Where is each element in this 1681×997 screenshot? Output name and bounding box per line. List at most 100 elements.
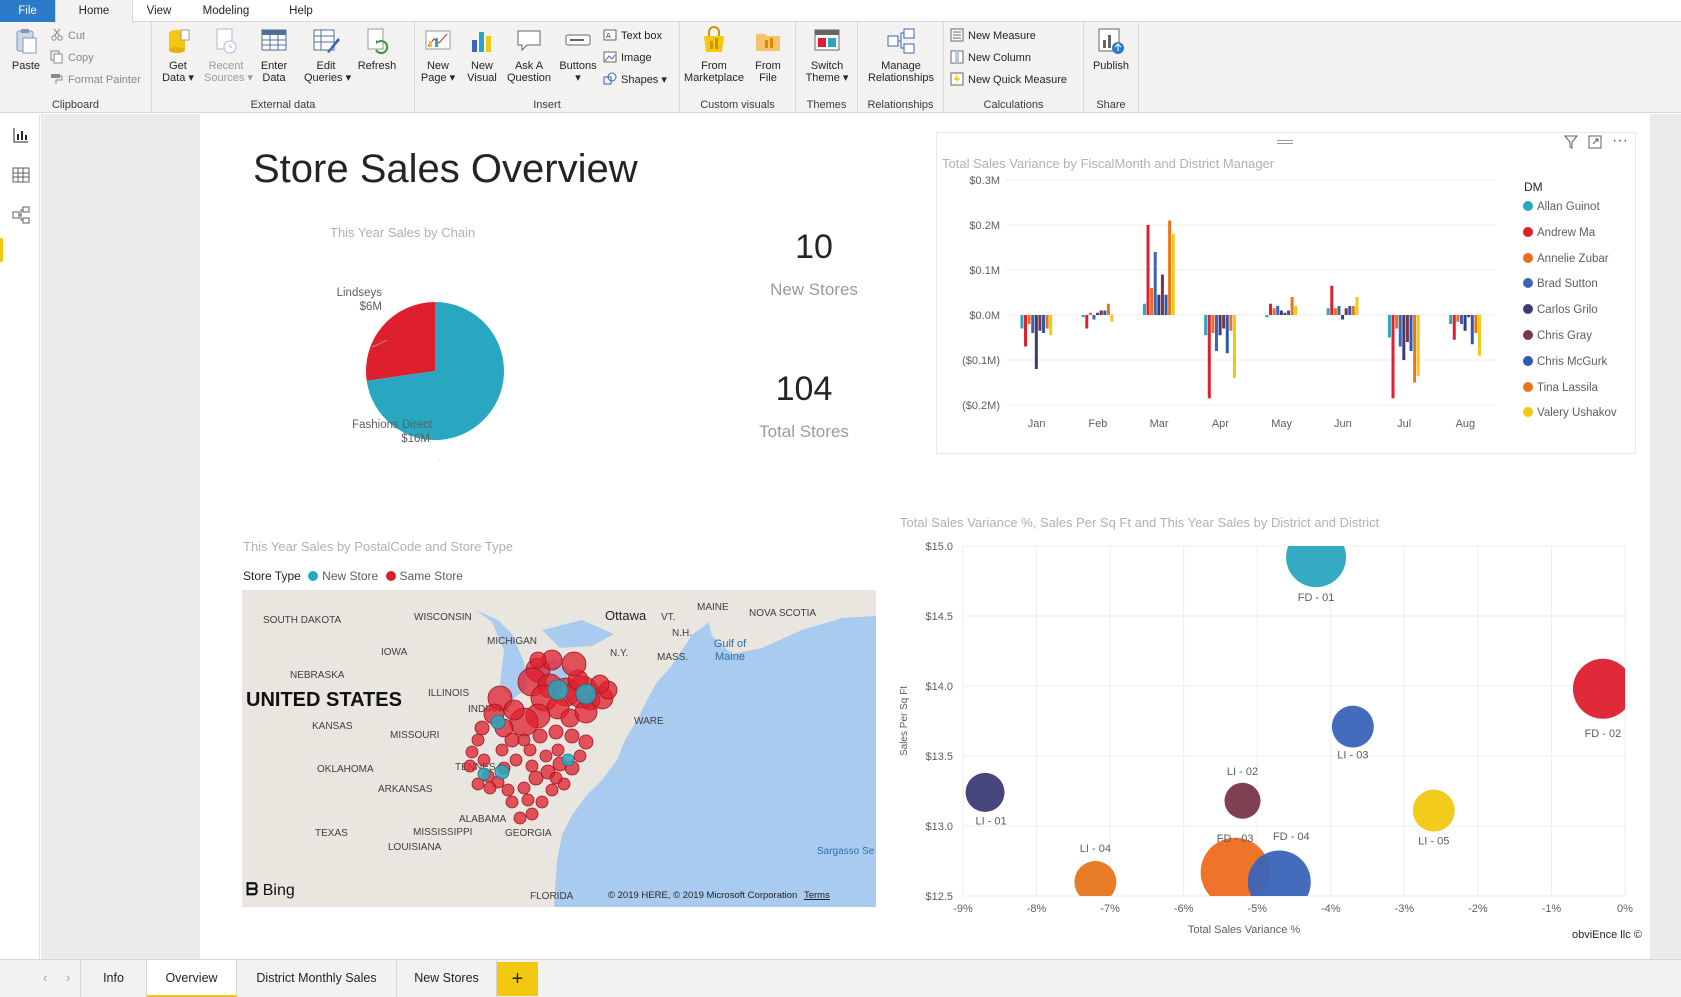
scatter-bubble-li-01[interactable] — [965, 772, 1005, 812]
bar-brad-sutton-feb[interactable] — [1092, 315, 1096, 320]
map-bubble-same-store[interactable] — [578, 734, 594, 750]
bar-brad-sutton-jun[interactable] — [1337, 306, 1341, 315]
switch-theme-button[interactable]: Switch Theme ▾ — [801, 26, 853, 84]
map-bubble-same-store[interactable] — [523, 743, 537, 757]
map-bubble-same-store[interactable] — [590, 674, 610, 694]
bar-allan-guinot-jan[interactable] — [1020, 315, 1024, 329]
bar-chris-mcgurk-aug[interactable] — [1470, 315, 1474, 345]
edit-queries-button[interactable]: Edit Queries ▾ — [304, 26, 351, 84]
copy-button[interactable]: Copy — [50, 48, 94, 68]
bar-andrew-ma-may[interactable] — [1269, 303, 1273, 315]
bar-carlos-grilo-apr[interactable] — [1218, 315, 1222, 336]
scatter-bubble-li-04[interactable] — [1074, 861, 1117, 903]
scatter-bubble-fd-01[interactable] — [1286, 530, 1347, 588]
pie-chart[interactable] — [320, 250, 580, 460]
bar-chris-mcgurk-jul[interactable] — [1409, 315, 1413, 351]
model-view-icon[interactable] — [12, 206, 30, 224]
bar-annelie-zubar-jul[interactable] — [1395, 315, 1399, 329]
new-column-button[interactable]: New Column — [950, 48, 1031, 68]
bar-brad-sutton-apr[interactable] — [1214, 315, 1218, 351]
map-bubble-same-store[interactable] — [471, 733, 485, 747]
enter-data-button[interactable]: Enter Data — [252, 26, 296, 84]
map-bubbles[interactable] — [242, 590, 876, 907]
map-bubble-same-store[interactable] — [517, 781, 531, 795]
get-data-button[interactable]: Get Data ▾ — [156, 26, 200, 84]
bar-allan-guinot-may[interactable] — [1265, 315, 1269, 318]
scatter-bubble-fd-04[interactable] — [1247, 850, 1311, 914]
focus-mode-icon[interactable] — [1588, 135, 1602, 149]
bar-valery-ushakov-aug[interactable] — [1477, 315, 1481, 356]
bar-allan-guinot-jun[interactable] — [1326, 308, 1330, 315]
tab-home[interactable]: Home — [55, 0, 133, 23]
bar-brad-sutton-jul[interactable] — [1398, 315, 1402, 347]
map-bubble-same-store[interactable] — [477, 753, 491, 767]
bar-chris-mcgurk-mar[interactable] — [1164, 294, 1168, 315]
map-bubble-new-store[interactable] — [490, 714, 506, 730]
bar-chris-gray-aug[interactable] — [1467, 315, 1471, 318]
map-bubble-same-store[interactable] — [471, 777, 485, 791]
bar-allan-guinot-apr[interactable] — [1204, 315, 1208, 336]
tab-view[interactable]: View — [146, 5, 172, 17]
scatter-bubble-li-05[interactable] — [1412, 789, 1455, 832]
bar-carlos-grilo-mar[interactable] — [1157, 294, 1161, 315]
map-bubble-same-store[interactable] — [539, 749, 553, 763]
bar-annelie-zubar-jun[interactable] — [1333, 308, 1337, 315]
map-bubble-same-store[interactable] — [483, 781, 497, 795]
bing-map[interactable]: SOUTH DAKOTA WISCONSIN Ottawa VT. MAINE … — [242, 590, 876, 907]
add-page-button[interactable]: + — [497, 962, 538, 996]
bar-annelie-zubar-apr[interactable] — [1211, 315, 1215, 333]
bar-carlos-grilo-aug[interactable] — [1463, 315, 1467, 331]
bar-tina-lassila-mar[interactable] — [1168, 220, 1172, 316]
map-bubble-same-store[interactable] — [503, 699, 525, 721]
pie-slice-lindseys[interactable] — [366, 302, 435, 381]
bar-brad-sutton-may[interactable] — [1276, 306, 1280, 315]
bar-carlos-grilo-jun[interactable] — [1341, 315, 1345, 320]
map-bubble-same-store[interactable] — [525, 807, 539, 821]
map-bubble-same-store[interactable] — [495, 743, 509, 757]
tab-help[interactable]: Help — [289, 5, 313, 17]
bar-legend-item[interactable]: Valery Ushakov — [1523, 407, 1617, 419]
bar-andrew-ma-jul[interactable] — [1391, 315, 1395, 399]
page-tab-new-stores[interactable]: New Stores — [397, 960, 497, 997]
bar-tina-lassila-feb[interactable] — [1106, 303, 1110, 315]
page-tab-overview[interactable]: Overview — [147, 960, 237, 997]
new-visual-button[interactable]: New Visual — [460, 26, 504, 84]
filter-icon[interactable] — [1564, 134, 1578, 150]
buttons-button[interactable]: Buttons ▾ — [556, 26, 600, 84]
map-bubble-new-store[interactable] — [477, 767, 491, 781]
bar-chart-frame[interactable] — [936, 132, 1636, 454]
recent-sources-button[interactable]: Recent Sources ▾ — [204, 26, 253, 84]
tab-file[interactable]: File — [0, 0, 55, 22]
from-marketplace-button[interactable]: From Marketplace — [684, 26, 744, 84]
map-bubble-same-store[interactable] — [548, 724, 564, 740]
bar-tina-lassila-jul[interactable] — [1413, 315, 1417, 383]
map-bubble-same-store[interactable] — [474, 720, 490, 736]
scatter-bubble-li-03[interactable] — [1331, 705, 1374, 748]
bar-allan-guinot-aug[interactable] — [1449, 315, 1453, 324]
cut-button[interactable]: Cut — [50, 26, 85, 46]
map-bubble-same-store[interactable] — [525, 759, 539, 773]
bar-brad-sutton-jan[interactable] — [1031, 315, 1035, 333]
map-bubble-same-store[interactable] — [513, 811, 527, 825]
bar-andrew-ma-apr[interactable] — [1207, 315, 1211, 399]
map-bubble-same-store[interactable] — [529, 651, 547, 669]
pie-slice-fashions-direct[interactable] — [366, 302, 504, 440]
manage-relationships-button[interactable]: Manage Relationships — [861, 26, 941, 84]
shapes-button[interactable]: Shapes ▾ — [603, 70, 667, 90]
map-bubble-new-store[interactable] — [575, 683, 597, 705]
bar-andrew-ma-aug[interactable] — [1452, 315, 1456, 340]
bar-chris-mcgurk-apr[interactable] — [1225, 315, 1229, 354]
bar-tina-lassila-jan[interactable] — [1045, 315, 1049, 329]
map-bubble-same-store[interactable] — [504, 732, 520, 748]
map-bubble-same-store[interactable] — [551, 743, 565, 757]
bar-tina-lassila-may[interactable] — [1290, 297, 1294, 315]
map-bubble-same-store[interactable] — [521, 793, 535, 807]
bar-carlos-grilo-may[interactable] — [1279, 310, 1283, 316]
bar-carlos-grilo-jan[interactable] — [1034, 315, 1038, 369]
bar-andrew-ma-jun[interactable] — [1330, 285, 1334, 315]
chevron-left-icon[interactable]: ‹ — [43, 970, 48, 985]
format-painter-button[interactable]: Format Painter — [50, 70, 141, 90]
map-bubble-new-store[interactable] — [547, 679, 569, 701]
bar-allan-guinot-jul[interactable] — [1387, 315, 1391, 338]
bar-valery-ushakov-jul[interactable] — [1416, 315, 1420, 376]
